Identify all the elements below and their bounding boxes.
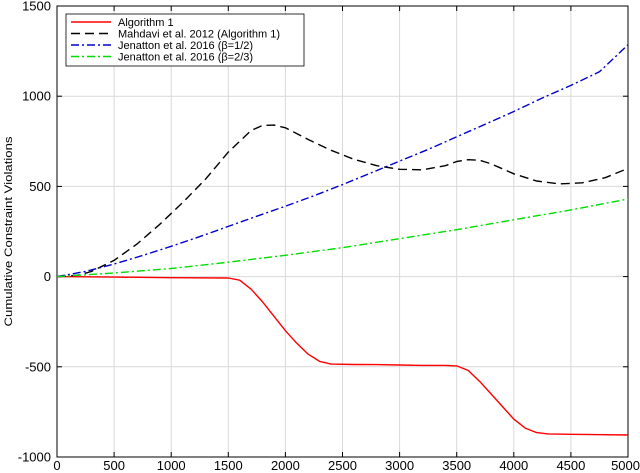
series-line-3 <box>56 44 629 278</box>
y-tick-label: 1500 <box>22 0 51 14</box>
x-tick-label: 5000 <box>611 458 640 473</box>
legend-label: Algorithm 1 <box>118 17 174 29</box>
series-line-1 <box>56 275 629 436</box>
y-tick-label: 1000 <box>22 89 51 104</box>
legend-label: Jenatton et al. 2016 (β=2/3) <box>118 52 253 64</box>
x-tick-label: 0 <box>53 458 60 473</box>
y-tick-label: 500 <box>29 179 51 194</box>
series-line-2 <box>56 124 629 278</box>
x-tick-label: 3000 <box>385 458 414 473</box>
y-tick-label: -500 <box>25 359 51 374</box>
x-tick-label: 4000 <box>499 458 528 473</box>
x-tick-label: 2000 <box>271 458 300 473</box>
series-lines <box>56 44 629 436</box>
x-tick-label: 2500 <box>328 458 357 473</box>
axis-ticks: 0 500 1000 1500 2000 2500 3000 3500 4000 4500 5000… <box>18 0 640 473</box>
y-tick-label: 0 <box>44 269 51 284</box>
x-tick-label: 4500 <box>556 458 585 473</box>
y-axis-label: Cumulative Constraint Violations <box>3 136 15 327</box>
legend-label: Mahdavi et al. 2012 (Algorithm 1) <box>118 29 280 41</box>
y-tick-label: -1000 <box>18 450 51 465</box>
x-tick-label: 3500 <box>442 458 471 473</box>
x-tick-label: 500 <box>103 458 125 473</box>
legend-label: Jenatton et al. 2016 (β=1/2) <box>118 40 253 52</box>
x-tick-label: 1000 <box>157 458 186 473</box>
x-tick-label: 1500 <box>214 458 243 473</box>
